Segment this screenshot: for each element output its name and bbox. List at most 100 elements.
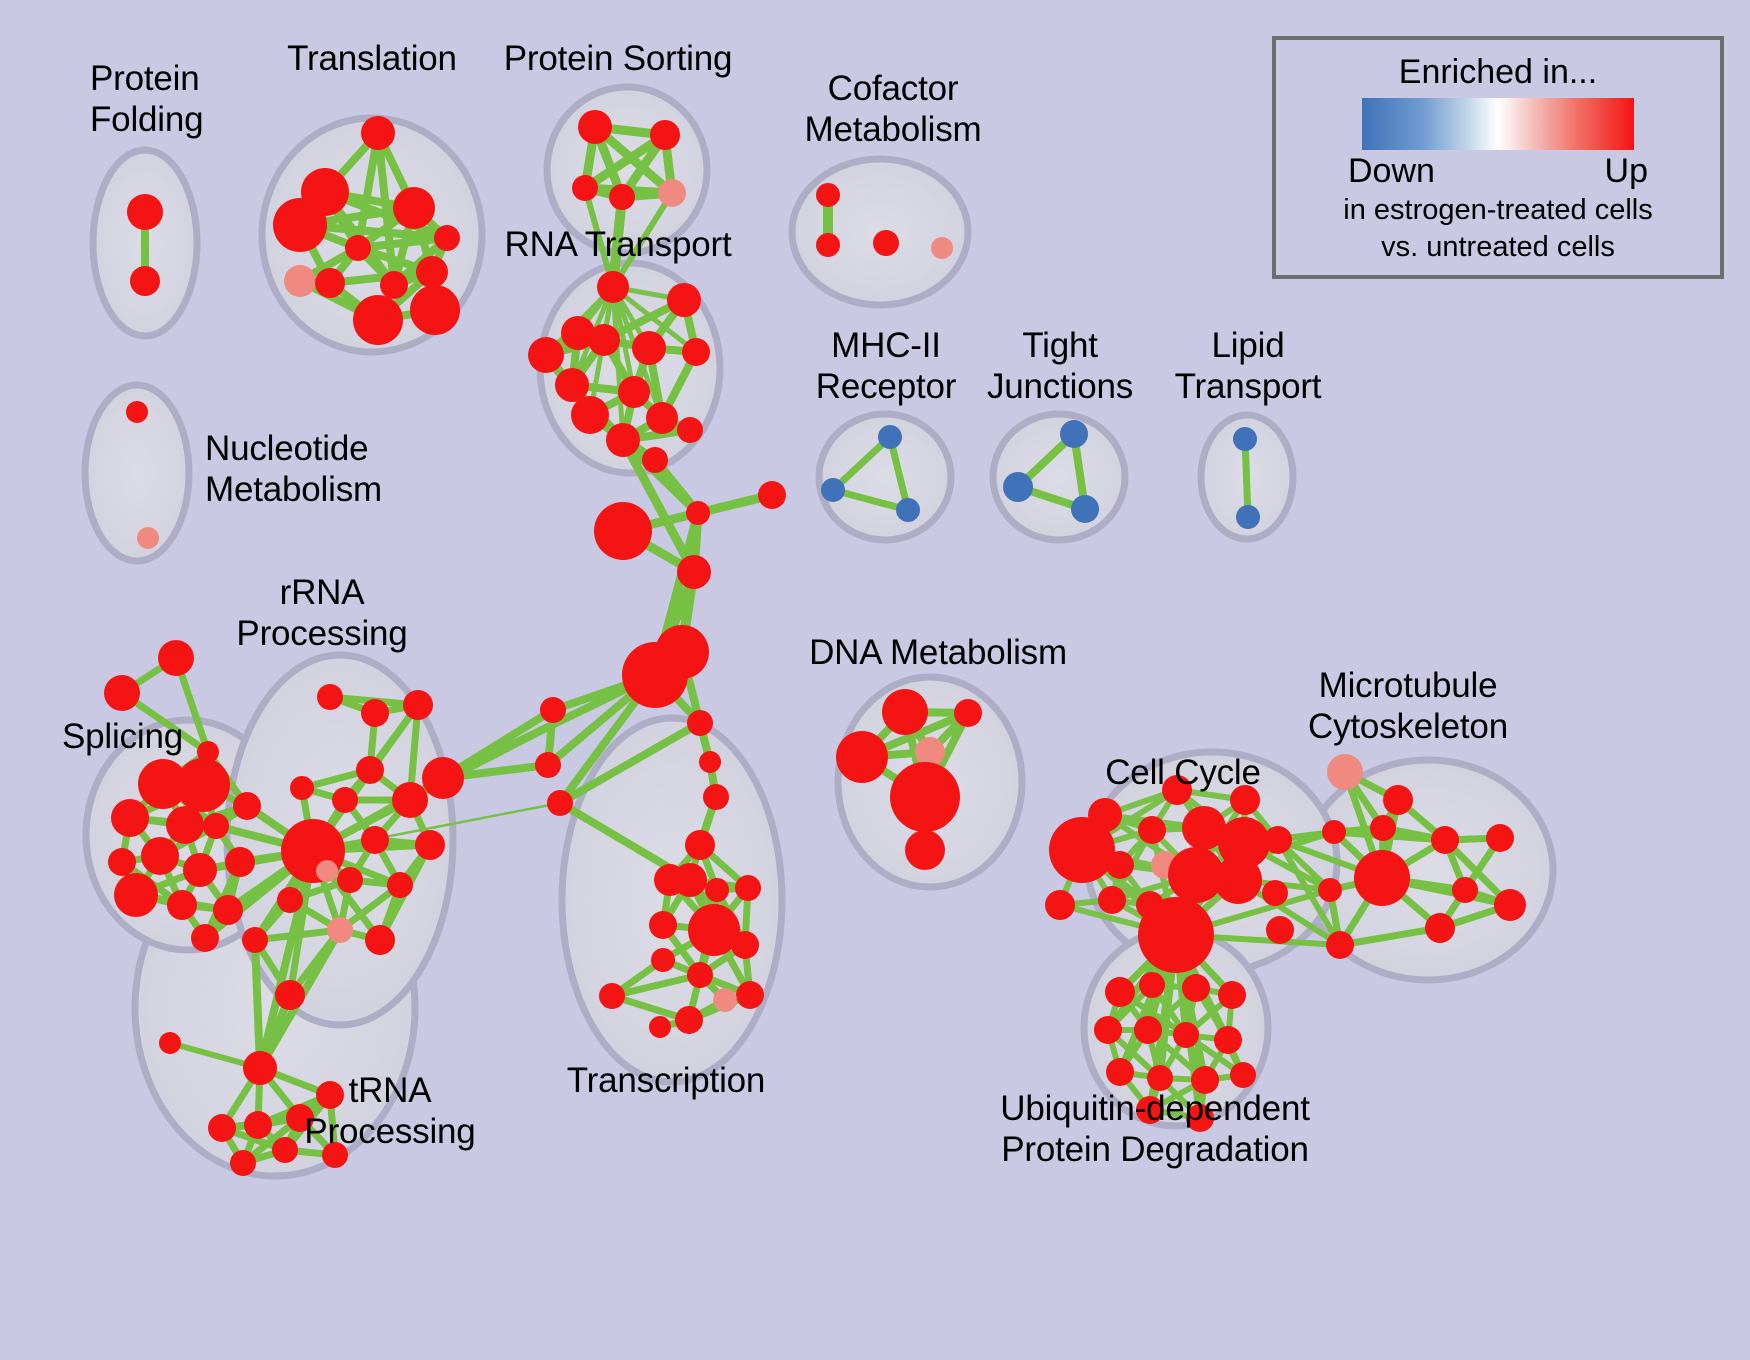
- node: [1266, 916, 1294, 944]
- node: [528, 337, 564, 373]
- node: [1049, 817, 1115, 883]
- node: [1060, 420, 1088, 448]
- node: [703, 784, 729, 810]
- node: [677, 555, 711, 589]
- node: [896, 498, 920, 522]
- legend-high-label: Up: [1604, 152, 1648, 190]
- node: [682, 338, 710, 366]
- node: [1354, 850, 1410, 906]
- node: [1106, 1058, 1134, 1086]
- node: [361, 116, 395, 150]
- node: [673, 863, 707, 897]
- node: [380, 271, 408, 299]
- node: [415, 830, 445, 860]
- node: [387, 872, 413, 898]
- node: [821, 478, 845, 502]
- node: [1045, 890, 1075, 920]
- node: [658, 179, 686, 207]
- node: [233, 792, 261, 820]
- cluster-label-trna-processing: tRNA Processing: [304, 1071, 476, 1151]
- node: [197, 741, 219, 763]
- node: [1105, 977, 1135, 1007]
- node: [1262, 880, 1288, 906]
- node: [1134, 1016, 1162, 1044]
- node: [273, 198, 327, 252]
- node: [915, 737, 945, 767]
- cluster-label-tight-junctions: Tight Junctions: [986, 326, 1134, 406]
- node: [699, 751, 721, 773]
- legend-box: Enriched in... Down Up in estrogen-treat…: [1272, 36, 1724, 279]
- node: [332, 787, 358, 813]
- legend-endpoints: Down Up: [1348, 152, 1648, 191]
- node: [649, 1016, 671, 1038]
- node: [108, 848, 136, 876]
- node: [561, 316, 595, 350]
- legend-color-gradient: [1362, 98, 1634, 150]
- node: [632, 331, 666, 365]
- node: [547, 790, 573, 816]
- node: [1168, 847, 1224, 903]
- node: [159, 1032, 181, 1054]
- node: [141, 837, 179, 875]
- node: [649, 911, 677, 939]
- node: [322, 1142, 348, 1168]
- cluster-label-microtubule-cytoskeleton: Microtubule Cytoskeleton: [1308, 666, 1508, 746]
- node: [127, 194, 163, 230]
- node: [1494, 889, 1526, 921]
- node: [137, 527, 159, 549]
- node: [1230, 1062, 1256, 1088]
- node: [931, 237, 953, 259]
- node: [609, 184, 635, 210]
- node: [836, 731, 888, 783]
- cluster-label-rna-transport: RNA Transport: [504, 225, 732, 264]
- node: [1106, 851, 1134, 879]
- node: [316, 860, 338, 882]
- node: [1182, 806, 1226, 850]
- node: [138, 759, 188, 809]
- node: [606, 423, 640, 457]
- cluster-label-rrna-processing: rRNA Processing: [236, 573, 408, 653]
- node: [167, 890, 197, 920]
- node: [1264, 826, 1292, 854]
- node: [434, 225, 460, 251]
- legend-caption-line2: vs. untreated cells: [1381, 231, 1615, 263]
- node: [687, 962, 713, 988]
- node: [353, 295, 403, 345]
- node: [393, 187, 435, 229]
- node: [1173, 1022, 1199, 1048]
- legend-title: Enriched in...: [1398, 53, 1598, 91]
- node: [1322, 820, 1346, 844]
- node: [642, 447, 668, 473]
- node: [890, 762, 960, 832]
- node: [1098, 886, 1126, 914]
- node: [535, 752, 561, 778]
- node: [244, 1111, 272, 1139]
- node: [1370, 815, 1396, 841]
- node: [208, 1114, 236, 1142]
- node: [230, 1150, 256, 1176]
- legend-gradient-wrap: [1276, 98, 1720, 150]
- cluster-label-translation: Translation: [287, 39, 457, 78]
- node: [337, 867, 363, 893]
- node: [1218, 981, 1246, 1009]
- node: [651, 948, 675, 972]
- network-nodes: [104, 110, 1526, 1176]
- node: [1138, 897, 1214, 973]
- node: [594, 502, 652, 560]
- node: [1326, 931, 1354, 959]
- node: [1071, 495, 1099, 523]
- cluster-label-nucleotide-metabolism: Nucleotide Metabolism: [205, 429, 382, 509]
- node: [316, 1081, 344, 1109]
- node: [655, 625, 709, 679]
- node: [685, 830, 715, 860]
- cluster-label-splicing: Splicing: [62, 717, 183, 756]
- node: [667, 283, 701, 317]
- node: [327, 917, 353, 943]
- node: [705, 878, 729, 902]
- node: [1003, 472, 1033, 502]
- node: [882, 689, 928, 735]
- cluster-label-protein-sorting: Protein Sorting: [503, 39, 733, 78]
- node: [365, 925, 395, 955]
- node: [1236, 505, 1260, 529]
- node: [688, 904, 740, 956]
